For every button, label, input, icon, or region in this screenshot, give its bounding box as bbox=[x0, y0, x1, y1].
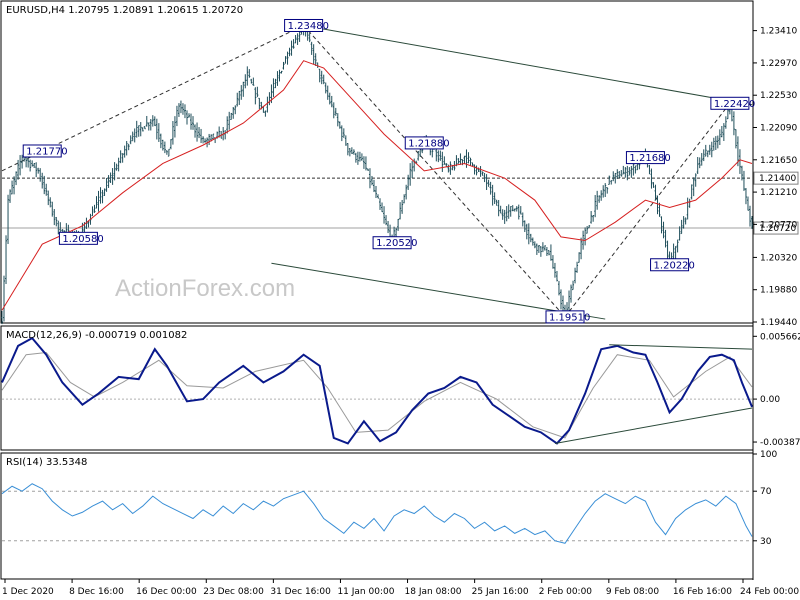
x-tick-label: 9 Feb 08:00 bbox=[606, 587, 660, 597]
x-tick-label: 23 Dec 08:00 bbox=[203, 587, 264, 597]
price-callout-box bbox=[372, 236, 412, 250]
macd-line bbox=[1, 336, 753, 445]
price-callout-label: 1.21680 bbox=[629, 153, 670, 164]
price-callout-label: 1.19510 bbox=[549, 312, 590, 323]
rsi-line bbox=[1, 483, 753, 544]
price-callout-label: 1.22420 bbox=[714, 99, 755, 110]
price-y-tick-label: 1.23410 bbox=[760, 27, 797, 37]
price-y-tick-label: 1.21650 bbox=[760, 156, 797, 166]
channel-trendline bbox=[303, 24, 753, 106]
macd-signal-line bbox=[1, 351, 753, 439]
price-y-tick-label: 1.19440 bbox=[760, 318, 797, 328]
x-tick-label: 18 Jan 08:00 bbox=[405, 587, 462, 597]
rsi-y-tick-label: 100 bbox=[760, 450, 777, 460]
macd-pane-header: MACD(12,26,9) -0.000719 0.001082 bbox=[6, 330, 187, 341]
x-tick-label: 16 Feb 16:00 bbox=[673, 587, 732, 597]
price-level-flag-box bbox=[753, 221, 799, 235]
price-level-flag: 1.21400 bbox=[759, 174, 796, 184]
macd-y-tick-label: 0.00 bbox=[760, 395, 780, 405]
price-level-flag: 1.20720 bbox=[759, 224, 796, 234]
price-y-tick-label: 1.21210 bbox=[760, 188, 797, 198]
price-callout-box bbox=[625, 151, 665, 165]
price-level-flag-box bbox=[753, 171, 799, 185]
price-callout-label: 1.20520 bbox=[376, 238, 417, 249]
price-callout-label: 1.21770 bbox=[26, 146, 67, 157]
price-callout-label: 1.23480 bbox=[288, 21, 329, 32]
x-tick-label: 8 Dec 16:00 bbox=[69, 587, 124, 597]
price-y-tick-label: 1.22090 bbox=[760, 124, 797, 134]
channel-trendline bbox=[271, 262, 606, 320]
rsi-y-tick-label: 70 bbox=[760, 487, 772, 497]
x-tick-label: 11 Jan 00:00 bbox=[337, 587, 394, 597]
x-tick-label: 24 Feb 00:00 bbox=[740, 587, 799, 597]
price-callout-box bbox=[710, 96, 750, 110]
price-y-tick-label: 1.20770 bbox=[760, 220, 797, 230]
price-callout-box bbox=[545, 310, 585, 324]
rsi-pane-frame bbox=[0, 452, 754, 580]
price-callout-label: 1.20580 bbox=[62, 234, 103, 245]
price-callout-label: 1.20220 bbox=[654, 260, 695, 271]
x-tick-label: 25 Jan 16:00 bbox=[472, 587, 529, 597]
macd-y-tick-label: -0.003872 bbox=[760, 438, 800, 448]
rsi-y-tick-label: 30 bbox=[760, 537, 772, 547]
moving-average-line bbox=[1, 60, 753, 311]
dashed-trendline bbox=[564, 102, 731, 318]
price-callout-box bbox=[404, 136, 444, 150]
price-callout-box bbox=[58, 231, 98, 245]
macd-y-tick-label: 0.005662 bbox=[760, 332, 800, 342]
price-callout-label: 1.21880 bbox=[408, 138, 449, 149]
macd-trendline bbox=[554, 407, 753, 444]
x-tick-label: 16 Dec 00:00 bbox=[136, 587, 197, 597]
price-callout-box bbox=[284, 18, 324, 32]
price-callout-box bbox=[22, 144, 62, 158]
price-y-tick-label: 1.19880 bbox=[760, 286, 797, 296]
rsi-pane-header: RSI(14) 33.5348 bbox=[6, 457, 87, 468]
price-y-tick-label: 1.22530 bbox=[760, 91, 797, 101]
price-callout-box bbox=[650, 258, 690, 272]
x-tick-label: 1 Dec 2020 bbox=[2, 587, 54, 597]
dashed-trendline bbox=[303, 25, 566, 318]
price-pane-header: EURUSD,H4 1.20795 1.20891 1.20615 1.2072… bbox=[6, 5, 243, 16]
x-tick-label: 2 Feb 00:00 bbox=[539, 587, 593, 597]
watermark: ActionForex.com bbox=[115, 275, 295, 302]
x-tick-label: 31 Dec 16:00 bbox=[270, 587, 331, 597]
price-y-tick-label: 1.22970 bbox=[760, 59, 797, 69]
price-y-tick-label: 1.20320 bbox=[760, 253, 797, 263]
macd-trendline bbox=[609, 344, 753, 350]
